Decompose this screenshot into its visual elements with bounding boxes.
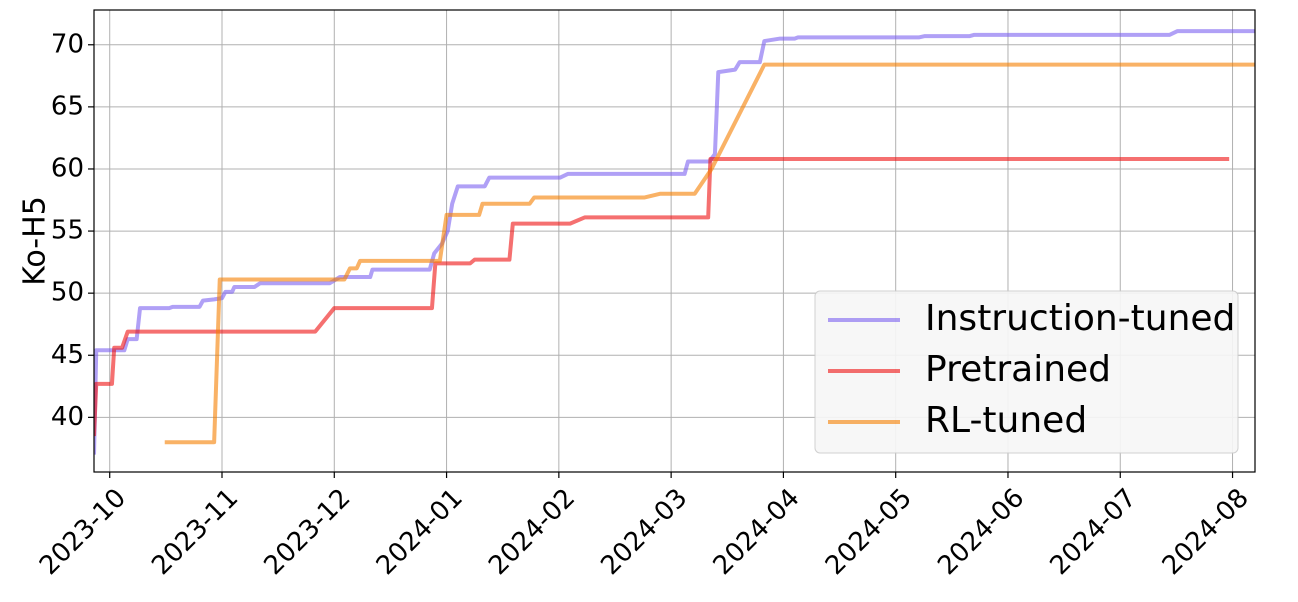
y-tick-label: 65 [51, 91, 84, 121]
series-line [94, 157, 1230, 437]
y-tick-label: 55 [51, 216, 84, 246]
x-tick-label: 2023-10 [34, 483, 132, 581]
plot-frame [93, 9, 1256, 473]
x-tick-label: 2024-03 [595, 483, 693, 581]
series-line [164, 62, 1255, 445]
x-tick-label: 2024-04 [708, 483, 806, 581]
x-tick-label: 2024-05 [820, 483, 918, 581]
y-axis-label: Ko-H5 [18, 196, 53, 286]
legend-label: Instruction-tuned [925, 298, 1235, 339]
x-tick-label: 2023-11 [146, 483, 244, 581]
x-tick-label: 2024-01 [371, 483, 469, 581]
x-tick-label: 2024-06 [932, 483, 1030, 581]
x-tick-label: 2024-08 [1157, 483, 1255, 581]
x-tick-label: 2024-07 [1044, 483, 1142, 581]
y-tick-label: 50 [51, 278, 84, 308]
y-tick-label: 40 [51, 402, 84, 432]
legend-label: RL-tuned [925, 400, 1087, 441]
legend-label: Pretrained [925, 349, 1111, 390]
series-line [94, 29, 1255, 455]
y-tick-label: 60 [51, 153, 84, 183]
x-tick-label: 2023-12 [259, 483, 357, 581]
legend-box [814, 290, 1239, 454]
y-tick-label: 45 [51, 340, 84, 370]
x-tick-label: 2024-02 [483, 483, 581, 581]
y-tick-label: 70 [51, 29, 84, 59]
